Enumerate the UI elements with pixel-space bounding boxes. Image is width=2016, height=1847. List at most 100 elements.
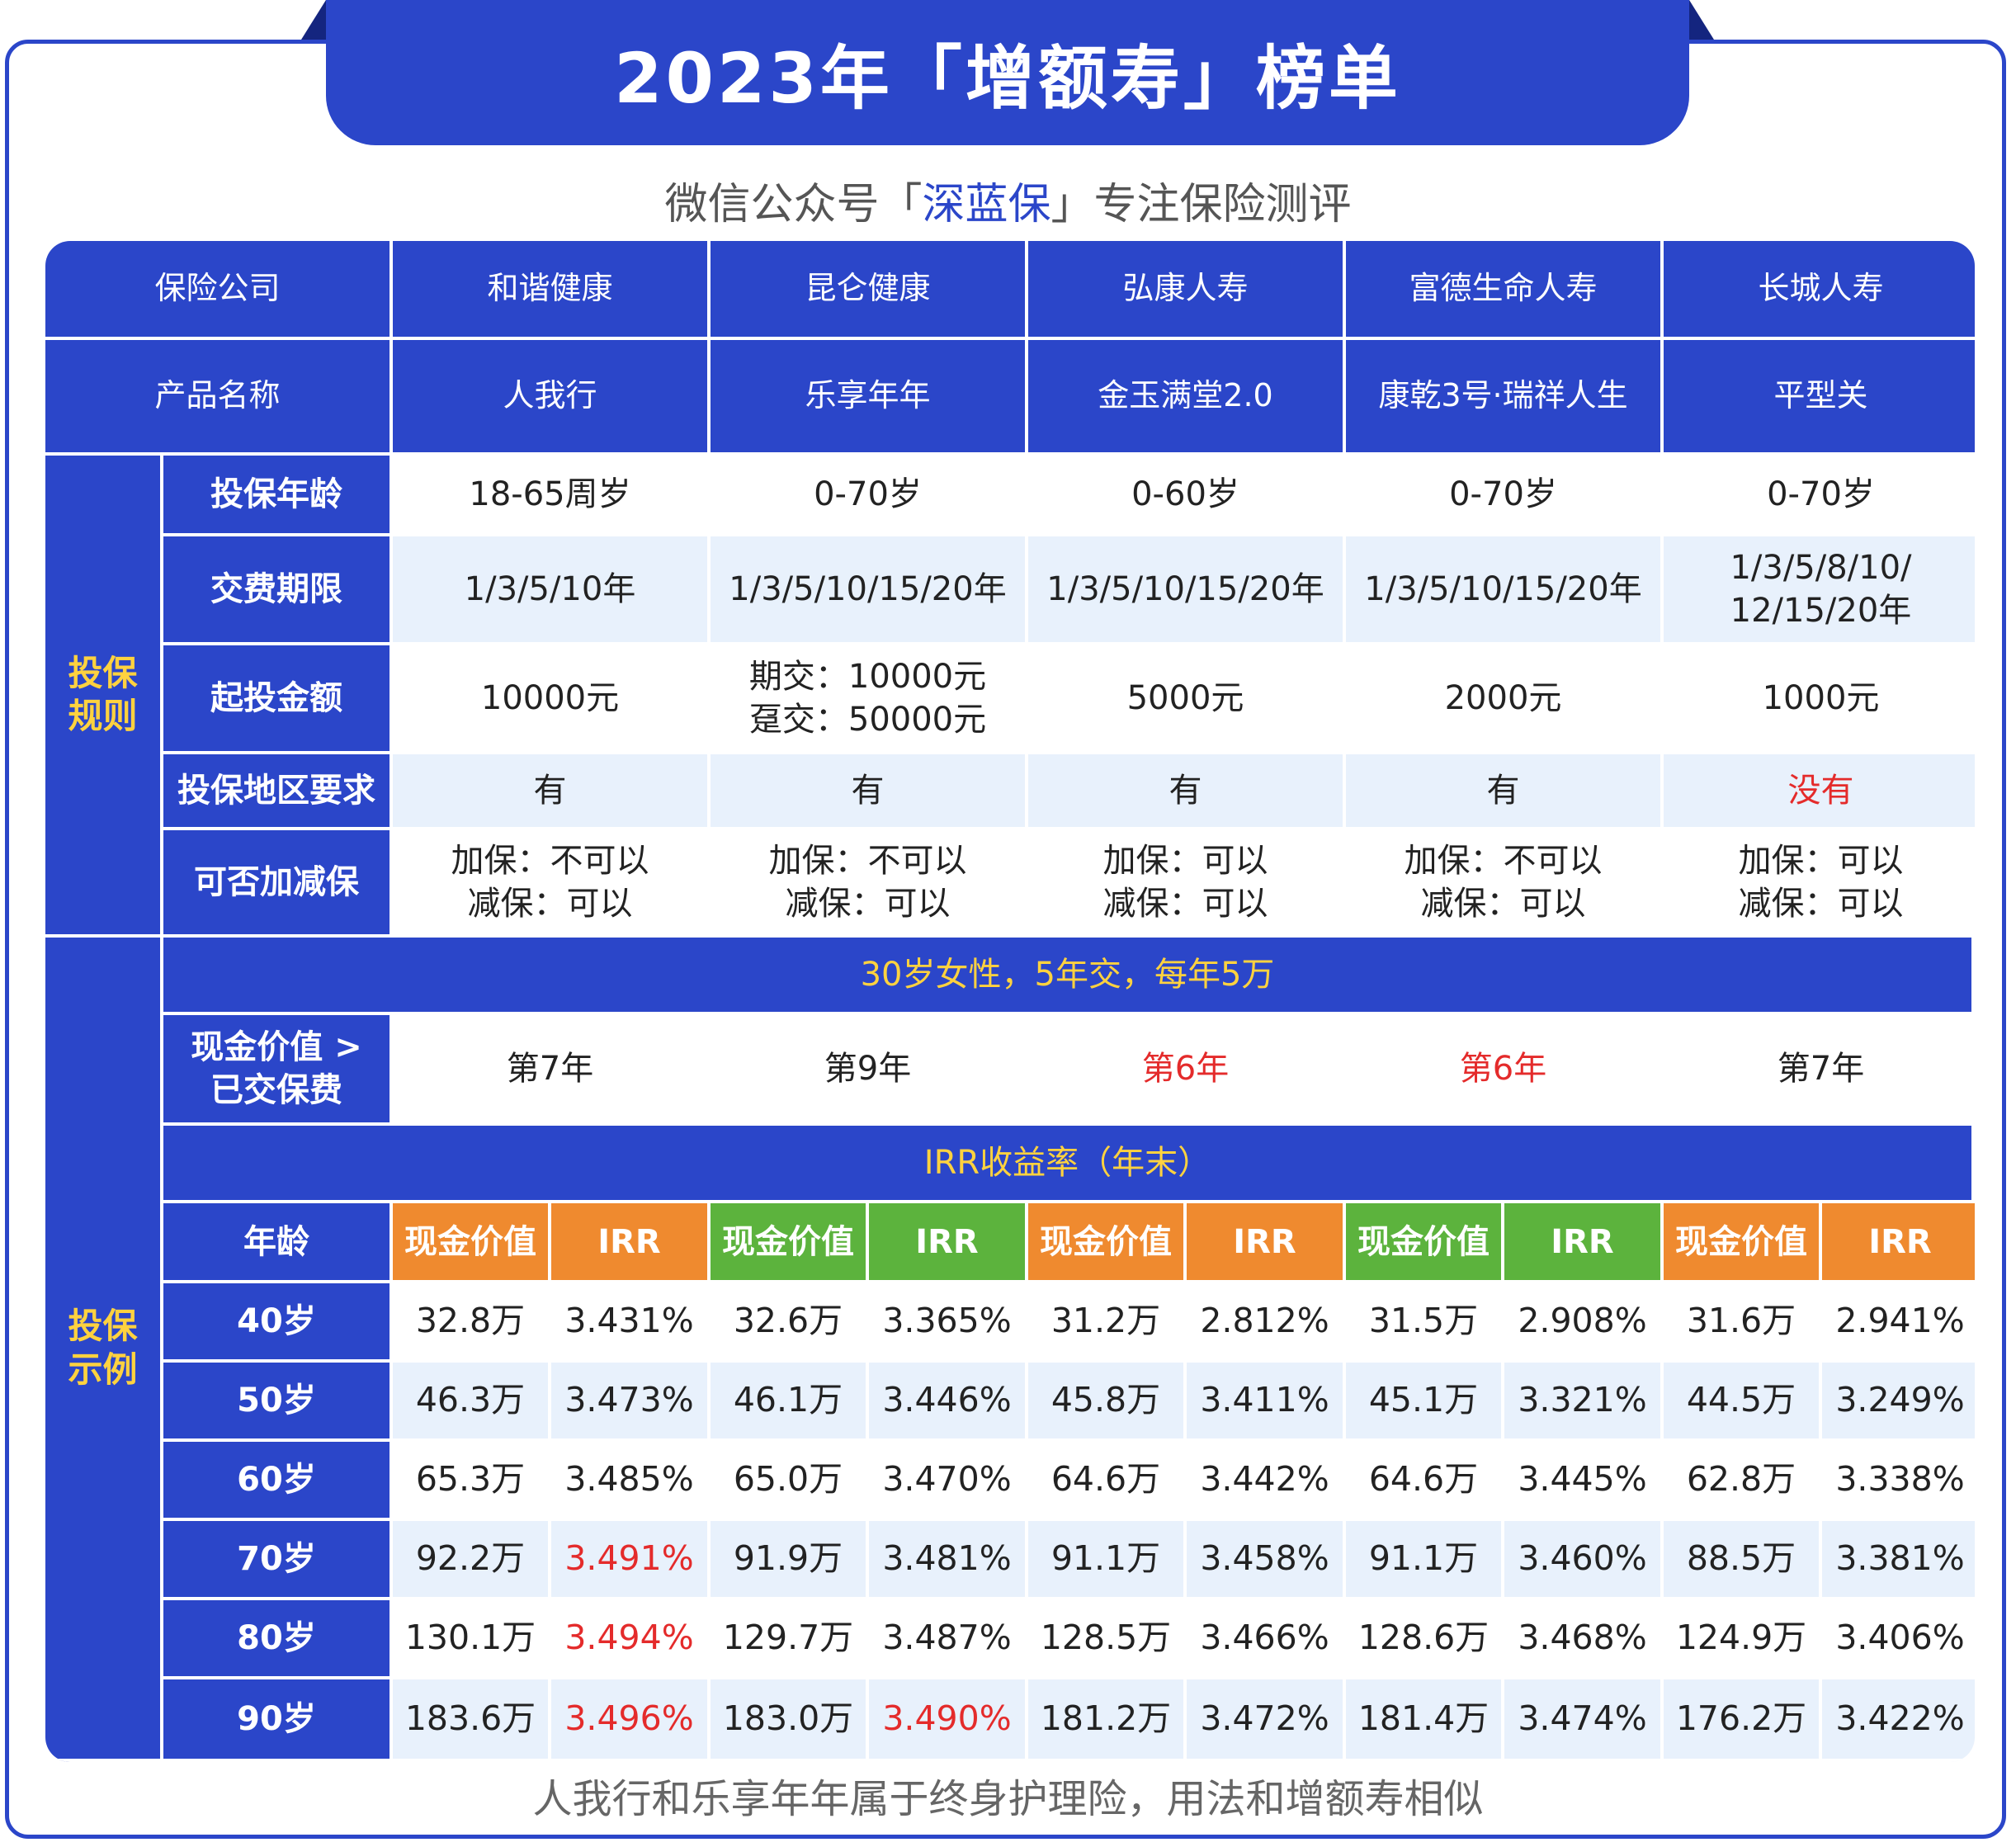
cash-value-header: 现金价值 [393,1203,551,1283]
irr-value: 3.458% [1187,1521,1346,1600]
cash-value: 92.2万 [393,1521,551,1600]
page-title: 2023年「增额寿」榜单 [326,0,1689,145]
irr-header: IRR [1822,1203,1975,1283]
irr-header: IRR [869,1203,1028,1283]
rule-value: 1/3/5/10/15/20年 [1028,536,1346,645]
breakeven-year: 第7年 [393,1015,711,1126]
age-row-label: 80岁 [163,1600,393,1679]
subtitle-pre: 微信公众号「 [664,180,923,229]
cash-value: 183.0万 [711,1679,869,1762]
irr-value: 3.490% [869,1679,1028,1762]
product-name: 康乾3号·瑞祥人生 [1346,340,1664,456]
irr-value: 3.406% [1822,1600,1975,1679]
cash-value: 31.5万 [1346,1283,1504,1363]
rule-value: 0-70岁 [711,456,1028,536]
cash-value: 128.5万 [1028,1600,1187,1679]
rule-value: 1/3/5/10/15/20年 [711,536,1028,645]
cash-value: 64.6万 [1346,1442,1504,1521]
irr-value: 3.431% [551,1283,711,1363]
irr-value: 3.468% [1504,1600,1664,1679]
rule-value: 加保：不可以 减保：可以 [711,830,1028,938]
product-name: 乐享年年 [711,340,1028,456]
cash-value: 181.2万 [1028,1679,1187,1762]
rule-value: 5000元 [1028,645,1346,754]
breakeven-year: 第7年 [1664,1015,1975,1126]
rule-value: 0-70岁 [1664,456,1975,536]
rule-value: 1000元 [1664,645,1975,754]
rule-value: 有 [393,754,711,830]
rule-value: 有 [711,754,1028,830]
cash-value: 32.8万 [393,1283,551,1363]
cash-value-header: 现金价值 [1664,1203,1822,1283]
irr-value: 3.460% [1504,1521,1664,1600]
cash-value: 31.2万 [1028,1283,1187,1363]
cash-value: 181.4万 [1346,1679,1504,1762]
cash-value: 124.9万 [1664,1600,1822,1679]
rule-value: 加保：不可以 减保：可以 [1346,830,1664,938]
irr-value: 3.249% [1822,1363,1975,1442]
cash-value: 64.6万 [1028,1442,1187,1521]
company-label: 保险公司 [45,241,393,340]
footer-note: 人我行和乐享年年属于终身护理险，用法和增额寿相似 [532,1776,1484,1822]
banner-wing-right [1689,0,1714,40]
banner-wing-left [301,0,326,40]
product-name: 人我行 [393,340,711,456]
rule-label: 交费期限 [163,536,393,645]
irr-value: 3.487% [869,1600,1028,1679]
cash-value: 128.6万 [1346,1600,1504,1679]
rule-value: 0-60岁 [1028,456,1346,536]
cash-value: 88.5万 [1664,1521,1822,1600]
cash-value: 91.1万 [1346,1521,1504,1600]
company-name: 弘康人寿 [1028,241,1346,340]
cash-value: 65.0万 [711,1442,869,1521]
breakeven-year: 第6年 [1346,1015,1664,1126]
cash-value: 31.6万 [1664,1283,1822,1363]
rule-value: 有 [1346,754,1664,830]
age-header: 年龄 [163,1203,393,1283]
irr-header: IRR [551,1203,711,1283]
cash-value: 45.8万 [1028,1363,1187,1442]
rule-value: 2000元 [1346,645,1664,754]
irr-value: 3.470% [869,1442,1028,1521]
irr-header: IRR [1504,1203,1664,1283]
example-section-label: 投保 示例 [45,938,163,1762]
subtitle: 微信公众号「深蓝保」专注保险测评 [0,169,2016,231]
irr-value: 3.445% [1504,1442,1664,1521]
company-name: 和谐健康 [393,241,711,340]
irr-band: IRR收益率（年末） [163,1126,1975,1203]
rule-label: 起投金额 [163,645,393,754]
cash-value: 130.1万 [393,1600,551,1679]
irr-value: 3.494% [551,1600,711,1679]
rule-value: 0-70岁 [1346,456,1664,536]
irr-value: 3.411% [1187,1363,1346,1442]
cash-value: 183.6万 [393,1679,551,1762]
subtitle-highlight: 深蓝保 [922,180,1051,229]
age-row-label: 50岁 [163,1363,393,1442]
irr-value: 3.365% [869,1283,1028,1363]
rule-value: 加保：不可以 减保：可以 [393,830,711,938]
rule-value: 加保：可以 减保：可以 [1664,830,1975,938]
example-band: 30岁女性，5年交，每年5万 [163,938,1975,1015]
rule-label: 投保地区要求 [163,754,393,830]
rule-value: 加保：可以 减保：可以 [1028,830,1346,938]
age-row-label: 90岁 [163,1679,393,1762]
cash-value: 45.1万 [1346,1363,1504,1442]
cash-value-header: 现金价值 [711,1203,869,1283]
irr-value: 2.812% [1187,1283,1346,1363]
irr-value: 3.466% [1187,1600,1346,1679]
rule-value: 没有 [1664,754,1975,830]
rule-value: 1/3/5/10/15/20年 [1346,536,1664,645]
rule-value: 有 [1028,754,1346,830]
product-label: 产品名称 [45,340,393,456]
cash-value-header: 现金价值 [1346,1203,1504,1283]
irr-value: 3.473% [551,1363,711,1442]
rule-label: 可否加减保 [163,830,393,938]
cash-value: 46.3万 [393,1363,551,1442]
age-row-label: 70岁 [163,1521,393,1600]
cash-value: 44.5万 [1664,1363,1822,1442]
comparison-table: 保险公司 产品名称 和谐健康 人我行 昆仑健康 乐享年年 弘康人寿 金玉满堂2.0 富德生命人寿… [45,241,1975,1762]
cash-value-header: 现金价值 [1028,1203,1187,1283]
breakeven-year: 第6年 [1028,1015,1346,1126]
irr-value: 3.481% [869,1521,1028,1600]
irr-value: 3.474% [1504,1679,1664,1762]
